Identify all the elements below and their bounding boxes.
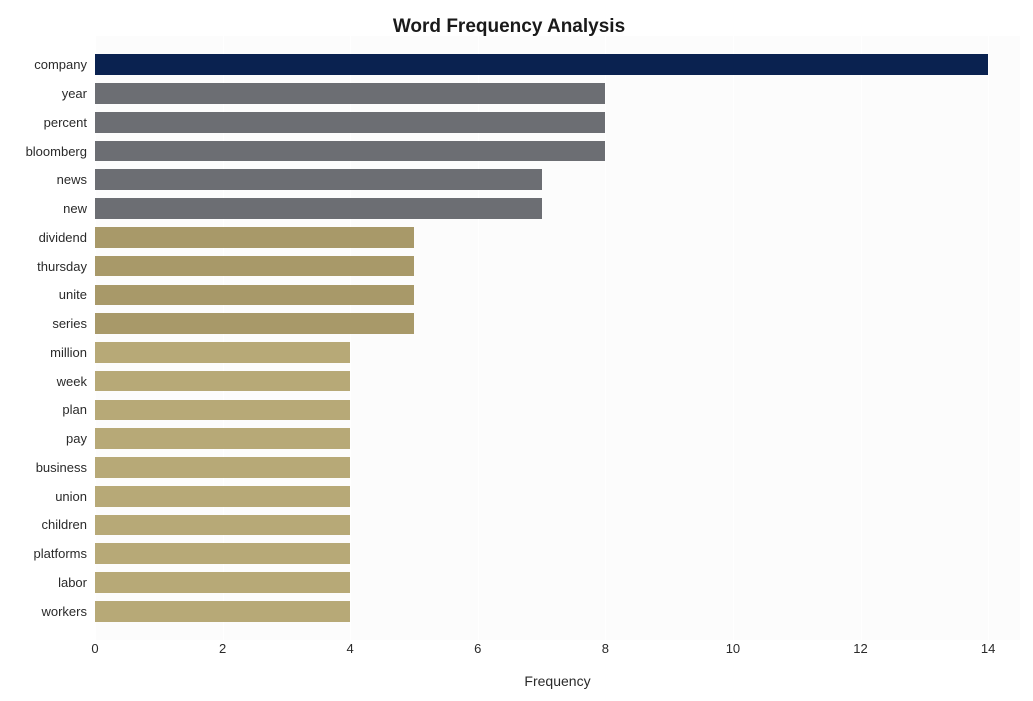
y-tick-label: pay [66,431,95,446]
bar-row: year [95,83,1020,104]
bar-row: week [95,371,1020,392]
bar [95,83,605,104]
y-tick-label: percent [44,115,95,130]
bar-row: new [95,198,1020,219]
bar [95,572,350,593]
x-axis: 02468101214 [95,641,1020,663]
bar-row: thursday [95,256,1020,277]
bar [95,515,350,536]
bar-row: plan [95,400,1020,421]
y-tick-label: union [55,489,95,504]
bar [95,457,350,478]
x-tick-label: 12 [853,641,867,656]
x-axis-title: Frequency [95,673,1020,689]
bar [95,313,414,334]
chart-container: Word Frequency Analysis companyyearperce… [0,0,1033,701]
x-tick-label: 14 [981,641,995,656]
bar-row: labor [95,572,1020,593]
bar [95,141,605,162]
bar [95,227,414,248]
y-tick-label: bloomberg [26,144,95,159]
bar [95,371,350,392]
y-tick-label: series [52,316,95,331]
y-tick-label: dividend [39,230,95,245]
chart-title: Word Frequency Analysis [0,10,1018,38]
bar-row: percent [95,112,1020,133]
y-tick-label: company [34,57,95,72]
bar-row: business [95,457,1020,478]
plot-area: company year percent bloomberg news new divide… [95,36,1020,640]
bar [95,54,988,75]
y-tick-label: thursday [37,259,95,274]
bar-row: children [95,515,1020,536]
bar [95,198,542,219]
y-tick-label: workers [41,604,95,619]
bar-row: dividend [95,227,1020,248]
bar-row: unite [95,285,1020,306]
bar-row: company [95,54,1020,75]
y-tick-label: plan [62,402,95,417]
x-tick-label: 2 [219,641,226,656]
bar [95,543,350,564]
y-tick-label: children [41,517,95,532]
y-tick-label: million [50,345,95,360]
x-tick-label: 0 [91,641,98,656]
bar [95,428,350,449]
bar-row: workers [95,601,1020,622]
y-tick-label: unite [59,287,95,302]
y-tick-label: week [57,374,95,389]
bar-row: union [95,486,1020,507]
bar [95,601,350,622]
bar [95,486,350,507]
y-tick-label: platforms [34,546,95,561]
y-tick-label: news [57,172,95,187]
x-tick-label: 4 [347,641,354,656]
y-tick-label: business [36,460,95,475]
bar [95,112,605,133]
bar [95,256,414,277]
x-tick-label: 10 [726,641,740,656]
bar-row: series [95,313,1020,334]
bar [95,169,542,190]
bar [95,342,350,363]
bar-row: million [95,342,1020,363]
y-tick-label: year [62,86,95,101]
y-tick-label: labor [58,575,95,590]
y-tick-label: new [63,201,95,216]
bar-row: bloomberg [95,141,1020,162]
bar-row: pay [95,428,1020,449]
bar-row: platforms [95,543,1020,564]
bar [95,400,350,421]
x-tick-label: 8 [602,641,609,656]
bar [95,285,414,306]
bar-row: news [95,169,1020,190]
x-tick-label: 6 [474,641,481,656]
